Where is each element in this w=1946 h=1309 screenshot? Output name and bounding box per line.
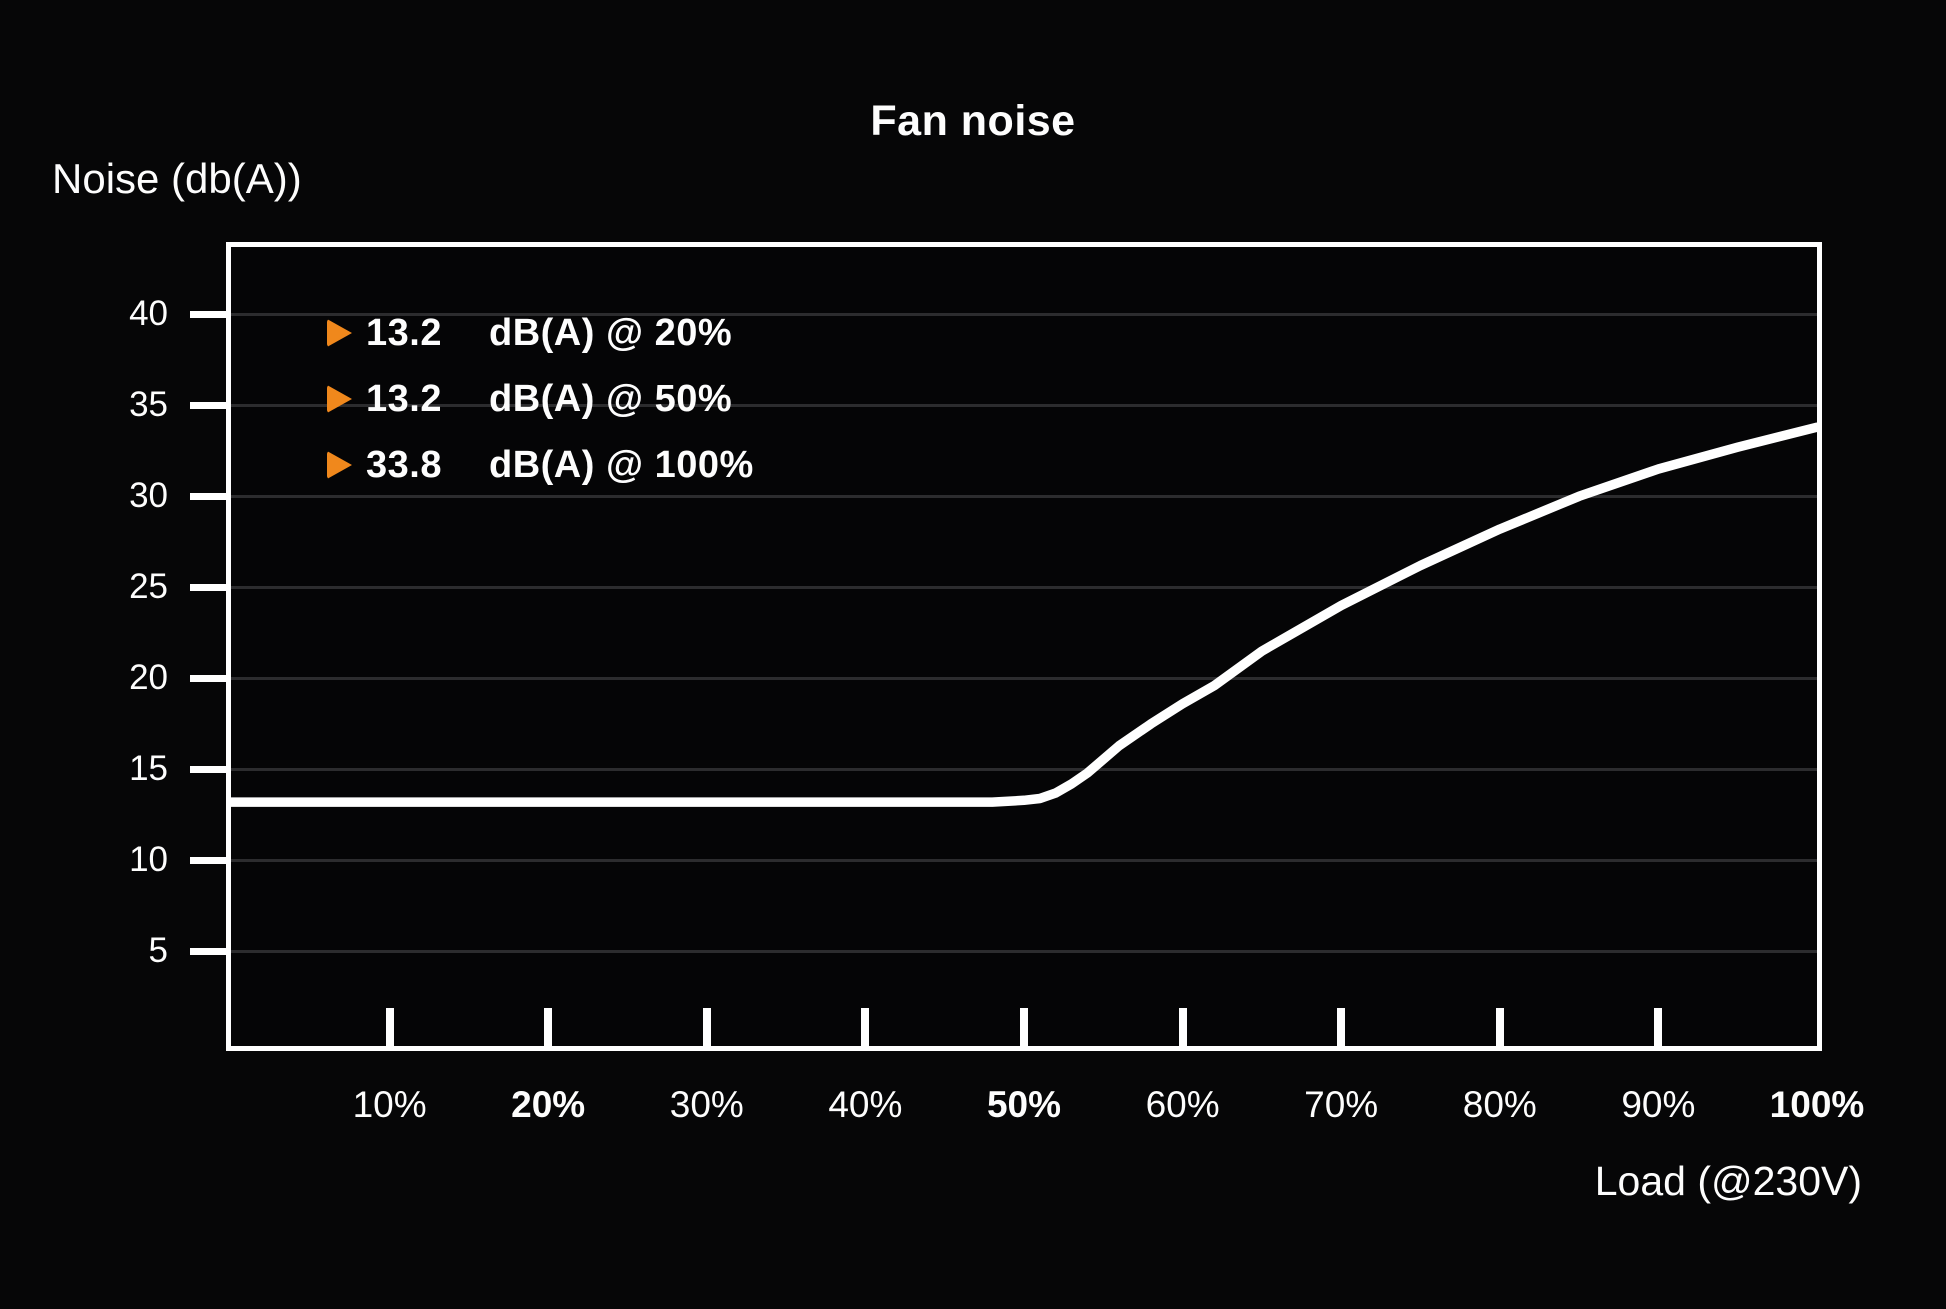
x-tick-mark [385, 1008, 394, 1046]
x-tick-label: 40% [828, 1084, 903, 1125]
legend-value: 13.2 [366, 377, 442, 420]
x-tick-label: 10% [352, 1084, 427, 1125]
fan-noise-curve-line [226, 422, 1822, 807]
legend: 13.2 dB(A) @ 20% 13.2 dB(A) @ 50% 33.8 d… [327, 300, 754, 498]
legend-row: 33.8 dB(A) @ 100% [327, 432, 754, 498]
gridline [231, 403, 1817, 407]
triangle-bullet-icon [327, 451, 352, 479]
x-tick-label: 100% [1769, 1084, 1865, 1125]
plot-area: 13.2 dB(A) @ 20% 13.2 dB(A) @ 50% 33.8 d… [226, 242, 1822, 1051]
gridline [231, 949, 1817, 953]
y-tick-label: 5 [148, 931, 168, 971]
legend-value: 33.8 [366, 443, 442, 486]
x-tick-label: 60% [1145, 1084, 1220, 1125]
y-tick-mark [190, 674, 226, 682]
legend-row: 13.2 dB(A) @ 50% [327, 366, 754, 432]
y-tick-mark [190, 856, 226, 864]
y-tick-mark [190, 492, 226, 500]
legend-label: dB(A) @ 50% [489, 377, 733, 420]
x-tick-label: 50% [986, 1084, 1062, 1125]
y-tick-mark [190, 310, 226, 318]
x-tick-label: 80% [1462, 1084, 1537, 1125]
legend-row: 13.2 dB(A) @ 20% [327, 300, 754, 366]
gridline [231, 858, 1817, 862]
x-tick-mark [1654, 1008, 1663, 1046]
x-tick-mark [702, 1008, 711, 1046]
gridline [231, 767, 1817, 771]
y-tick-label: 30 [129, 476, 168, 516]
y-tick-label: 25 [129, 567, 168, 607]
y-tick-mark [190, 401, 226, 409]
x-tick-label: 90% [1621, 1084, 1696, 1125]
triangle-bullet-icon [327, 319, 352, 347]
x-tick-label: 70% [1304, 1084, 1379, 1125]
gridline [231, 585, 1817, 589]
x-tick-mark [1178, 1008, 1187, 1046]
y-axis-title: Noise (db(A)) [52, 155, 302, 202]
y-tick-mark [190, 583, 226, 591]
y-tick-label: 20 [129, 658, 168, 698]
x-axis-title: Load (@230V) [1594, 1158, 1862, 1204]
legend-value: 13.2 [366, 311, 442, 354]
y-tick-label: 40 [129, 294, 168, 334]
x-tick-mark [1495, 1008, 1504, 1046]
x-tick-mark [861, 1008, 870, 1046]
x-tick-mark [1020, 1008, 1028, 1046]
gridline [231, 312, 1817, 316]
legend-label: dB(A) @ 20% [489, 311, 733, 354]
y-tick-label: 15 [129, 749, 168, 789]
fan-noise-curve [226, 422, 1822, 807]
chart-title: Fan noise [870, 97, 1076, 145]
gridline [231, 494, 1817, 498]
x-tick-label: 20% [511, 1084, 586, 1125]
y-tick-label: 35 [129, 385, 168, 425]
x-tick-mark [1337, 1008, 1346, 1046]
y-tick-mark [190, 947, 226, 955]
triangle-bullet-icon [327, 385, 352, 413]
y-tick-label: 10 [129, 840, 168, 880]
y-tick-mark [190, 765, 226, 773]
x-tick-mark [544, 1008, 553, 1046]
x-tick-label: 30% [669, 1084, 744, 1125]
legend-label: dB(A) @ 100% [489, 443, 754, 486]
gridline [231, 676, 1817, 680]
